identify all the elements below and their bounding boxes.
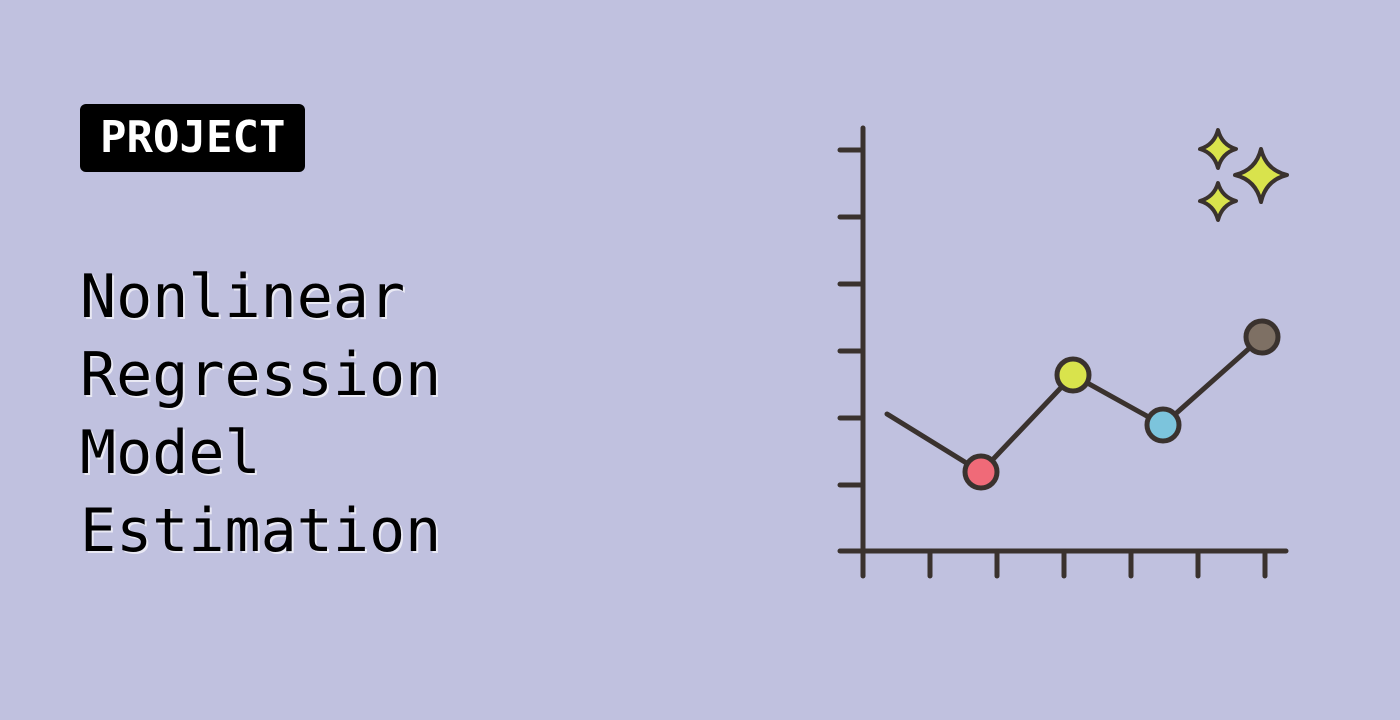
title-line-1: Nonlinear — [80, 262, 406, 332]
sparkles-icon — [1198, 128, 1289, 222]
sparkle-large — [1233, 147, 1289, 204]
project-badge: PROJECT — [80, 104, 306, 172]
point-yellow — [1054, 356, 1092, 394]
point-red — [962, 453, 1000, 491]
title-line-4: Estimation — [80, 496, 442, 566]
point-brown — [1243, 318, 1281, 356]
title-line-3: Model — [80, 418, 261, 488]
line-chart-icon — [837, 125, 1289, 579]
title-line-2: Regression — [80, 340, 442, 410]
point-blue — [1144, 406, 1182, 444]
sparkle-small-top — [1198, 128, 1238, 170]
chart-axes — [837, 125, 1289, 579]
chart-points — [962, 318, 1281, 491]
sparkle-small-bottom — [1198, 181, 1238, 222]
page-title: Nonlinear Regression Model Estimation — [80, 258, 441, 570]
